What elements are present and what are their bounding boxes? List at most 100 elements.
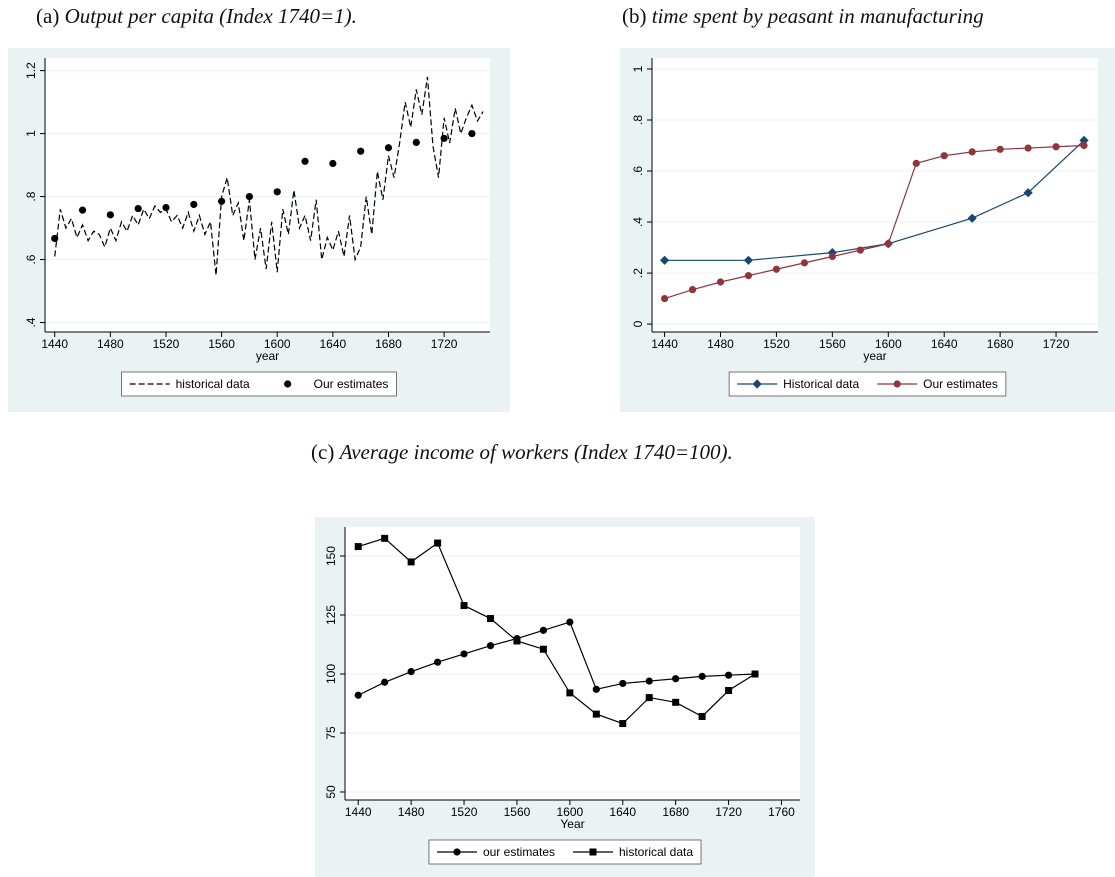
marker [381,534,389,542]
marker [539,626,548,634]
marker [743,255,754,265]
caption-label: (c) [311,440,335,464]
marker [460,602,468,610]
plot-area [45,58,490,332]
marker [106,211,114,219]
plot-area [652,58,1098,332]
y-tick-label: .6 [24,254,38,264]
y-tick-label: .6 [631,166,645,176]
series-line [54,76,484,276]
x-tick-label: 1520 [763,337,790,351]
marker [134,204,142,213]
marker [912,159,920,167]
y-tick-label: .8 [631,115,645,125]
x-tick-label: 1520 [153,337,180,351]
y-tick-label: .4 [631,217,645,227]
marker [566,689,574,697]
marker [752,379,762,389]
marker [218,197,226,205]
marker [660,294,669,303]
y-tick-label: 125 [324,605,338,625]
caption: (a) Output per capita (Index 1740=1). [36,4,596,29]
marker [856,246,864,254]
marker [688,286,697,294]
caption: (b) time spent by peasant in manufacturi… [622,4,1115,29]
legend-label: Our estimates [314,377,389,391]
marker [751,670,759,678]
plot-area [345,527,800,800]
marker [800,259,808,267]
marker [453,848,461,856]
caption-label: (b) [622,4,647,28]
marker [301,157,309,165]
caption: (c) Average income of workers (Index 174… [311,440,831,465]
marker [273,188,281,196]
x-axis-title: year [863,349,886,363]
marker [744,272,753,280]
y-tick-label: 75 [324,726,338,740]
x-tick-label: 1680 [662,805,689,819]
marker [354,543,362,551]
x-tick-label: 1600 [557,805,584,819]
marker [245,192,254,201]
series-line [357,621,756,696]
x-tick-label: 1440 [41,337,68,351]
marker [592,710,600,718]
marker [716,278,725,286]
x-tick-label: 1600 [875,337,902,351]
x-axis-title: year [256,349,279,363]
marker [968,148,976,156]
legend: Historical data Our estimates [728,371,1007,397]
x-tick-label: 1640 [320,337,347,351]
marker [698,672,706,680]
marker [190,200,198,209]
y-tick-label: 150 [324,546,338,566]
marker [329,159,337,168]
caption-title: Average income of workers (Index 1740=10… [339,440,733,464]
x-tick-label: 1480 [398,805,425,819]
marker [1080,141,1088,150]
marker [1023,188,1033,198]
x-tick-label: 1640 [931,337,958,351]
legend-label: historical data [176,377,250,391]
marker [433,658,442,666]
marker [440,134,448,142]
y-tick-label: 0 [631,320,645,327]
x-tick-label: 1520 [451,805,478,819]
marker [486,615,494,623]
marker [1024,144,1032,152]
marker [162,203,170,212]
marker [619,720,627,728]
marker [566,618,574,626]
marker [592,685,600,693]
x-tick-label: 1720 [431,337,458,351]
x-tick-label: 1560 [208,337,235,351]
marker [698,712,706,720]
x-tick-label: 1720 [715,805,742,819]
marker [407,558,415,566]
legend-label: historical data [619,845,693,859]
marker [486,642,495,650]
marker [645,677,653,685]
x-tick-label: 1760 [768,805,795,819]
marker [407,668,415,676]
marker [828,252,836,261]
y-tick-label: 1.2 [24,62,38,79]
caption-label: (a) [36,4,60,28]
marker [539,645,547,653]
marker [725,687,733,695]
x-tick-label: 1480 [707,337,734,351]
legend: our estimates historical data [428,839,702,865]
marker [672,675,680,683]
y-tick-label: .4 [24,317,38,327]
x-tick-label: 1680 [987,337,1014,351]
marker [357,147,365,155]
marker [772,265,781,273]
marker [884,240,892,248]
y-tick-label: 1 [631,65,645,72]
y-tick-label: 1 [24,130,38,137]
x-tick-label: 1440 [345,805,372,819]
marker [724,671,733,679]
